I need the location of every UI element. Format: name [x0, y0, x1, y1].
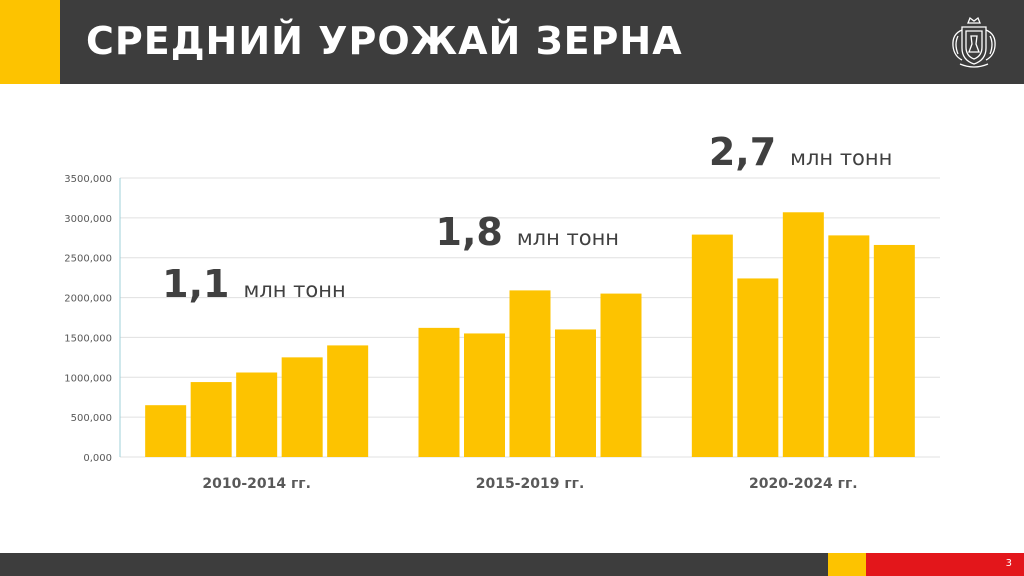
footer-accent-red: [866, 553, 1024, 576]
y-tick-label: 0,000: [83, 453, 112, 464]
header-bar: [0, 0, 1024, 84]
coat-of-arms-icon: [952, 16, 996, 68]
header-accent-stripe: [0, 0, 60, 84]
annotation-value: 1,1: [162, 262, 229, 306]
annotation-unit: млн тонн: [243, 278, 345, 302]
x-category-label: 2010-2014 гг.: [202, 476, 311, 492]
y-tick-label: 500,000: [71, 413, 112, 424]
bar: [418, 327, 460, 457]
footer-accent-yellow: [828, 553, 866, 576]
bar: [691, 234, 733, 457]
y-tick-label: 2000,000: [64, 294, 112, 305]
bar: [464, 333, 505, 457]
footer-bar: [0, 553, 828, 576]
annotation-value: 1,8: [436, 210, 503, 254]
bar: [782, 212, 824, 457]
y-tick-label: 1500,000: [64, 333, 112, 344]
bar: [828, 235, 870, 457]
bar: [737, 278, 779, 457]
y-tick-label: 2500,000: [64, 254, 112, 265]
bar: [145, 405, 187, 457]
page-number: 3: [1005, 558, 1012, 569]
bar: [327, 345, 369, 457]
x-category-label: 2020-2024 гг.: [749, 476, 858, 492]
y-tick-label: 3000,000: [64, 214, 112, 225]
y-tick-label: 1000,000: [64, 373, 112, 384]
bar: [509, 290, 551, 457]
bar: [190, 382, 232, 457]
annotation-unit: млн тонн: [517, 226, 619, 250]
annotation-unit: млн тонн: [790, 146, 892, 170]
bar: [236, 372, 278, 457]
bar: [281, 357, 323, 457]
x-category-label: 2015-2019 гг.: [476, 476, 585, 492]
bar: [555, 329, 596, 457]
slide-title: СРЕДНИЙ УРОЖАЙ ЗЕРНА: [86, 19, 683, 63]
bar: [873, 244, 915, 457]
bar: [600, 293, 642, 457]
y-tick-label: 3500,000: [64, 174, 112, 185]
annotation-value: 2,7: [709, 130, 776, 174]
